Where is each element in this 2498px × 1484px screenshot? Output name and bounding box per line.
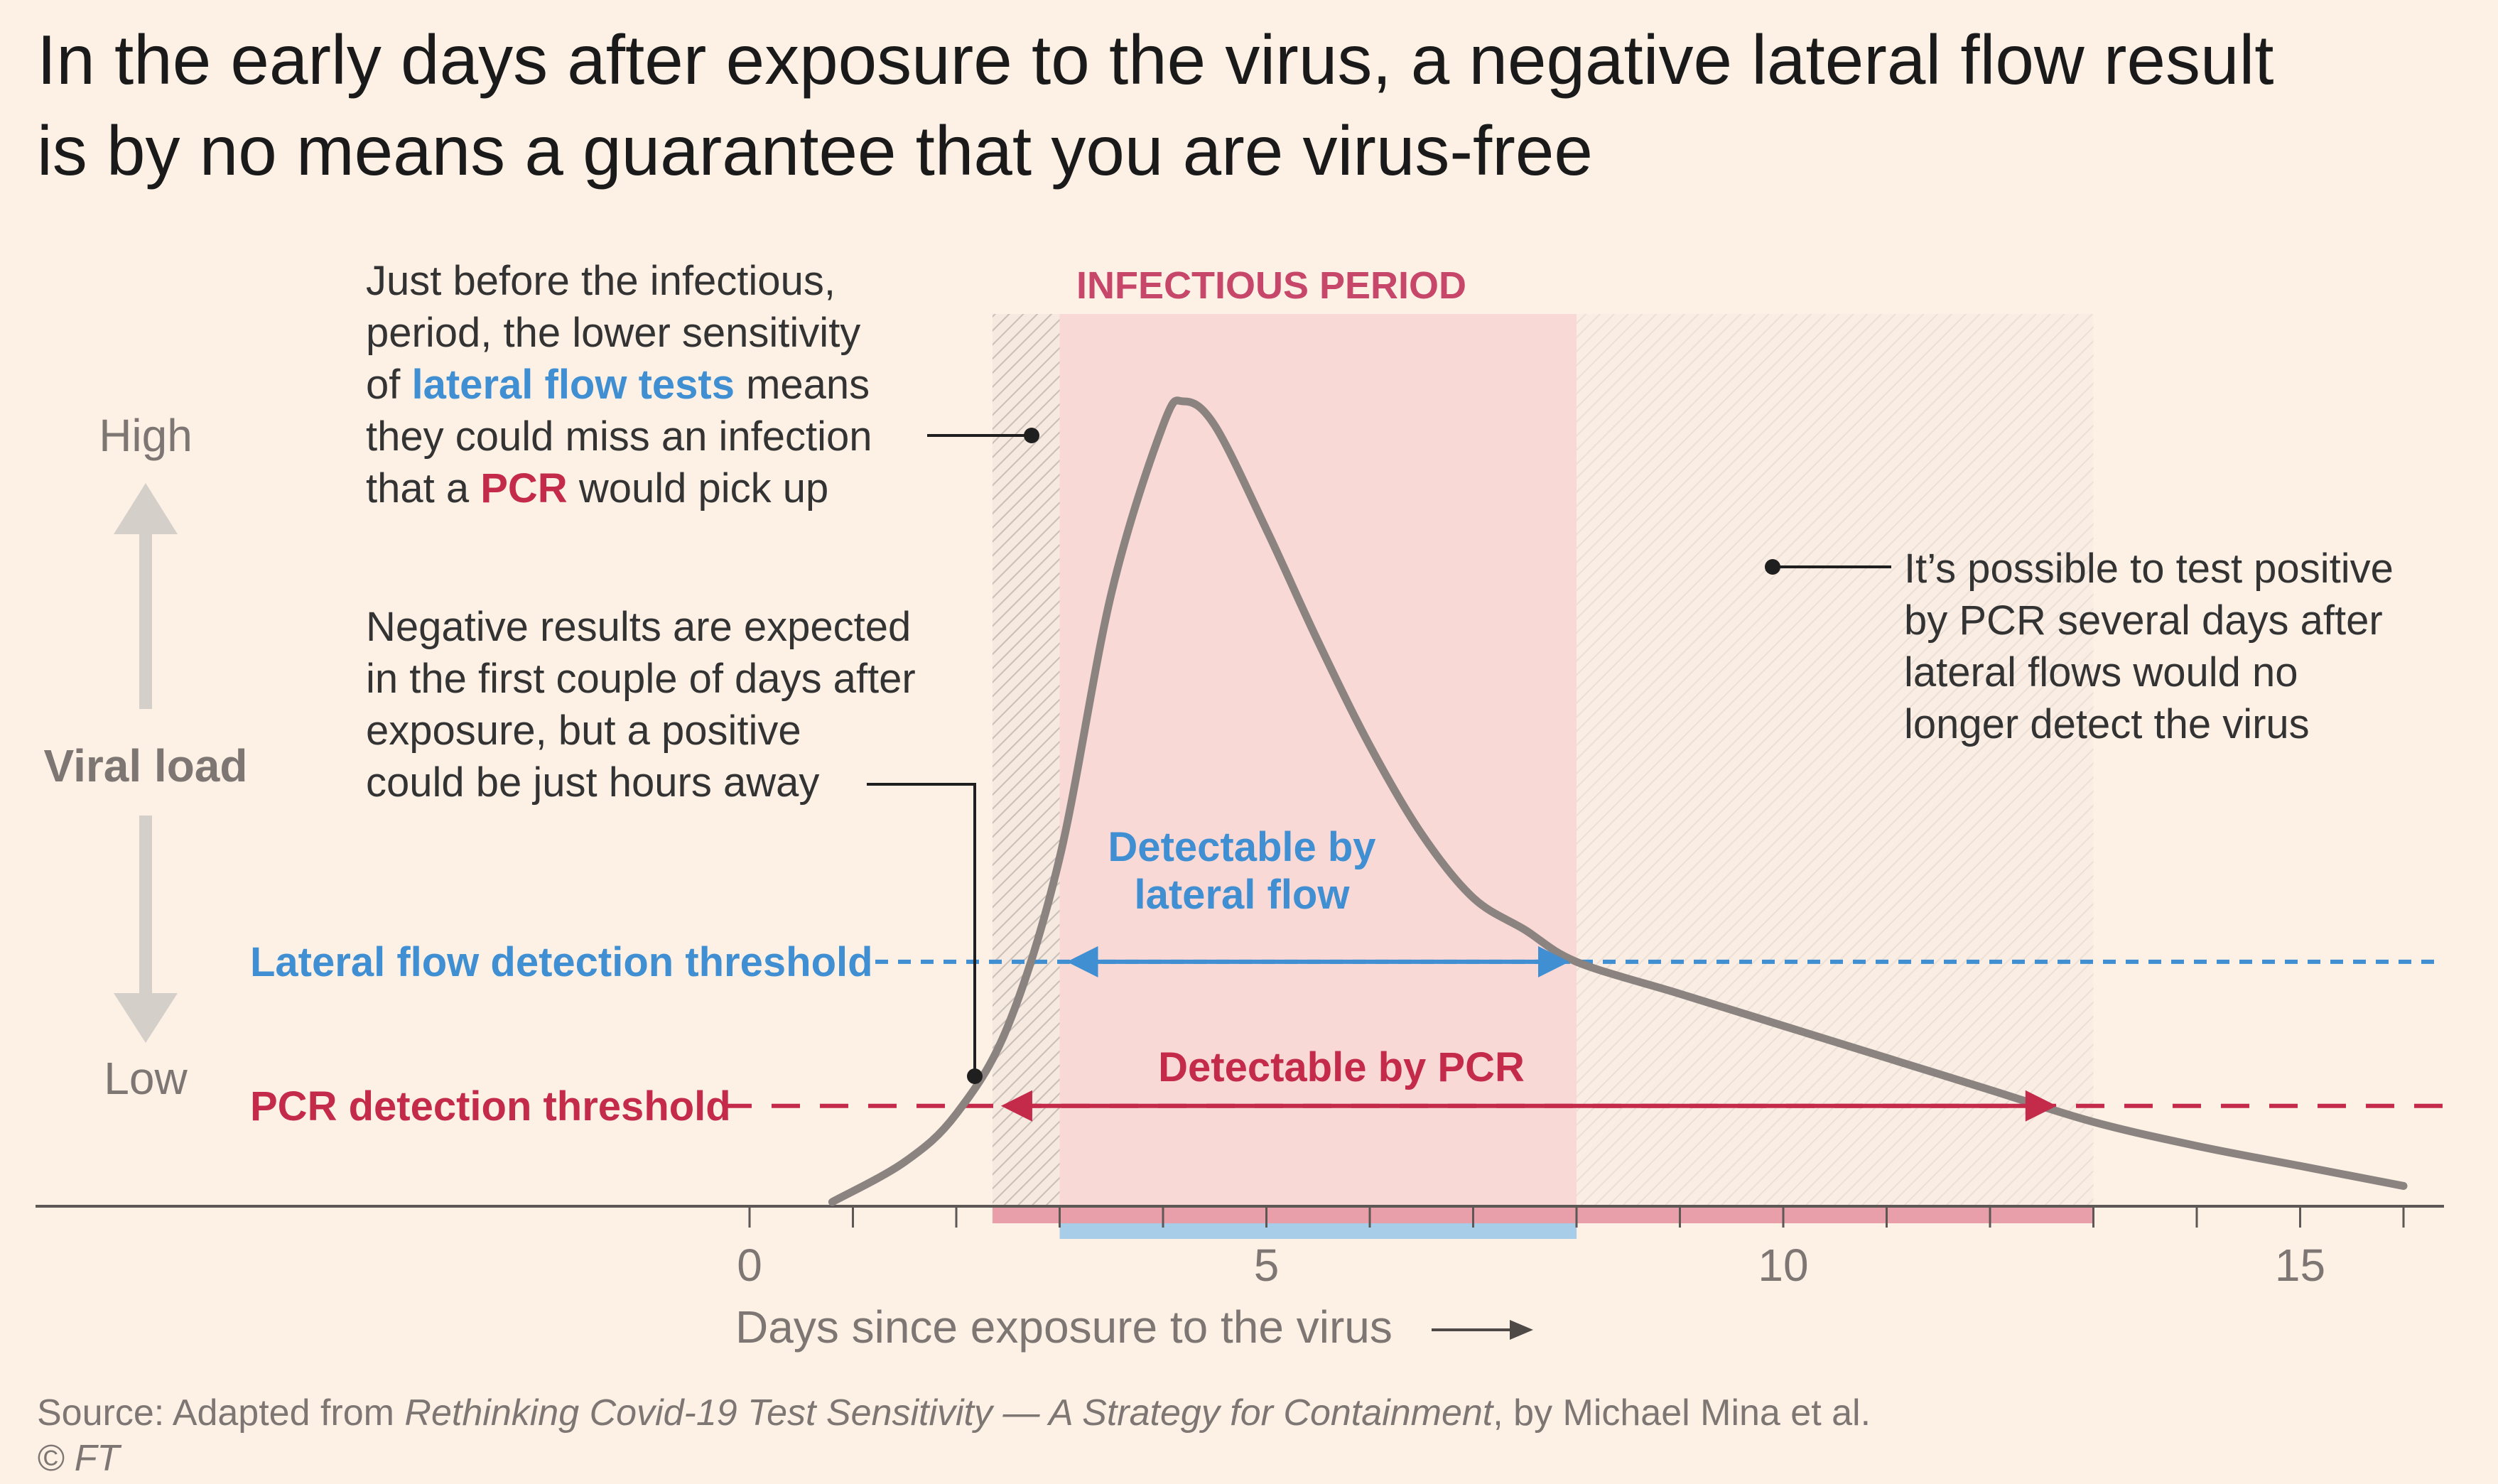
hatched-region-pre-infectious: [992, 314, 1060, 1206]
x-tick-label: 10: [1758, 1240, 1808, 1291]
x-axis-label: Days since exposure to the virus: [735, 1301, 1393, 1353]
lateral-flow-sensitivity-line: Just before the infectious,: [366, 258, 836, 304]
lateral-flow-sensitivity-line: that a PCR would pick up: [366, 465, 828, 511]
y-down-arrow-head: [114, 993, 178, 1043]
lateral-flow-detection-bar: [1059, 1223, 1577, 1239]
source-suffix: , by Michael Mina et al.: [1493, 1392, 1871, 1434]
emphasis-text: PCR: [480, 465, 567, 511]
annotation-text: by PCR several days after: [1904, 597, 2383, 644]
annotation-text: Negative results are expected: [366, 604, 911, 650]
x-tick-label: 0: [737, 1240, 762, 1291]
pcr-threshold-label: PCR detection threshold: [250, 1083, 731, 1130]
source-title: Rethinking Covid-19 Test Sensitivity — A…: [404, 1392, 1494, 1434]
viral-load-curve: [828, 396, 2408, 1206]
annotation-text: means: [735, 362, 870, 408]
negative-results-line: exposure, but a positive: [366, 708, 801, 754]
annotation-text: in the first couple of days after: [366, 656, 916, 702]
lateral-flow-sensitivity-line: of lateral flow tests means: [366, 362, 870, 408]
pcr-after-line: longer detect the virus: [1904, 701, 2310, 747]
source-note: Source: Adapted from Rethinking Covid-19…: [37, 1392, 1871, 1434]
pcr-after-line: lateral flows would no: [1904, 649, 2298, 695]
annotation-text: of: [366, 362, 412, 408]
y-up-arrow-shaft: [139, 526, 152, 709]
y-up-arrow-head: [114, 483, 178, 534]
pcr-arrow-left: [1000, 1090, 1032, 1122]
infectious-period-label: INFECTIOUS PERIOD: [1076, 264, 1466, 307]
x-axis-arrow-head: [1510, 1320, 1533, 1340]
lateral-flow-sensitivity-line: they could miss an infection: [366, 413, 872, 460]
annotation-text: Just before the infectious,: [366, 258, 836, 304]
pcr-after-line: by PCR several days after: [1904, 597, 2383, 644]
y-down-arrow-shaft: [139, 816, 152, 1002]
annotation-text: would pick up: [568, 465, 829, 511]
annotation-text: longer detect the virus: [1904, 701, 2310, 747]
annotation-dot: [1765, 559, 1780, 575]
y-low-label: Low: [104, 1053, 188, 1104]
y-high-label: High: [99, 410, 193, 461]
annotation-text: they could miss an infection: [366, 413, 872, 460]
copyright-note: © FT: [37, 1438, 122, 1479]
y-axis-label: Viral load: [44, 740, 248, 791]
source-prefix: Source: Adapted from: [37, 1392, 404, 1434]
emphasis-text: lateral flow tests: [412, 362, 735, 408]
pcr-after-line: It’s possible to test positive: [1904, 546, 2394, 592]
chart-title-line: is by no means a guarantee that you are …: [37, 112, 1593, 190]
pcr-arrow-right: [2025, 1090, 2057, 1122]
lateral-flow-arrow-left: [1066, 946, 1098, 977]
annotation-dot: [1024, 428, 1039, 443]
pcr-detection-bar: [992, 1208, 2094, 1223]
negative-results-line: could be just hours away: [366, 759, 819, 806]
negative-results-line: in the first couple of days after: [366, 656, 916, 702]
annotation-text: could be just hours away: [366, 759, 819, 806]
annotation-text: lateral flows would no: [1904, 649, 2298, 695]
lateral-flow-range-label-line-2: lateral flow: [1135, 872, 1351, 918]
x-tick-label: 15: [2275, 1240, 2325, 1291]
lateral-flow-arrow-right: [1538, 946, 1569, 977]
annotation-text: period, the lower sensitivity: [366, 310, 860, 356]
annotation-text: that a: [366, 465, 480, 511]
annotation-text: exposure, but a positive: [366, 708, 801, 754]
annotation-connector: [867, 783, 976, 1076]
negative-results-line: Negative results are expected: [366, 604, 911, 650]
hatched-region-post-infectious: [1577, 314, 2094, 1206]
pcr-range-label: Detectable by PCR: [1158, 1044, 1525, 1090]
annotation-text: It’s possible to test positive: [1904, 546, 2394, 592]
lateral-flow-sensitivity-line: period, the lower sensitivity: [366, 310, 860, 356]
annotation-dot: [967, 1068, 983, 1084]
x-tick-label: 5: [1254, 1240, 1280, 1291]
lateral-flow-threshold-label: Lateral flow detection threshold: [250, 939, 873, 985]
lateral-flow-range-label-line-1: Detectable by: [1108, 824, 1375, 870]
chart-title-line: In the early days after exposure to the …: [37, 21, 2274, 99]
